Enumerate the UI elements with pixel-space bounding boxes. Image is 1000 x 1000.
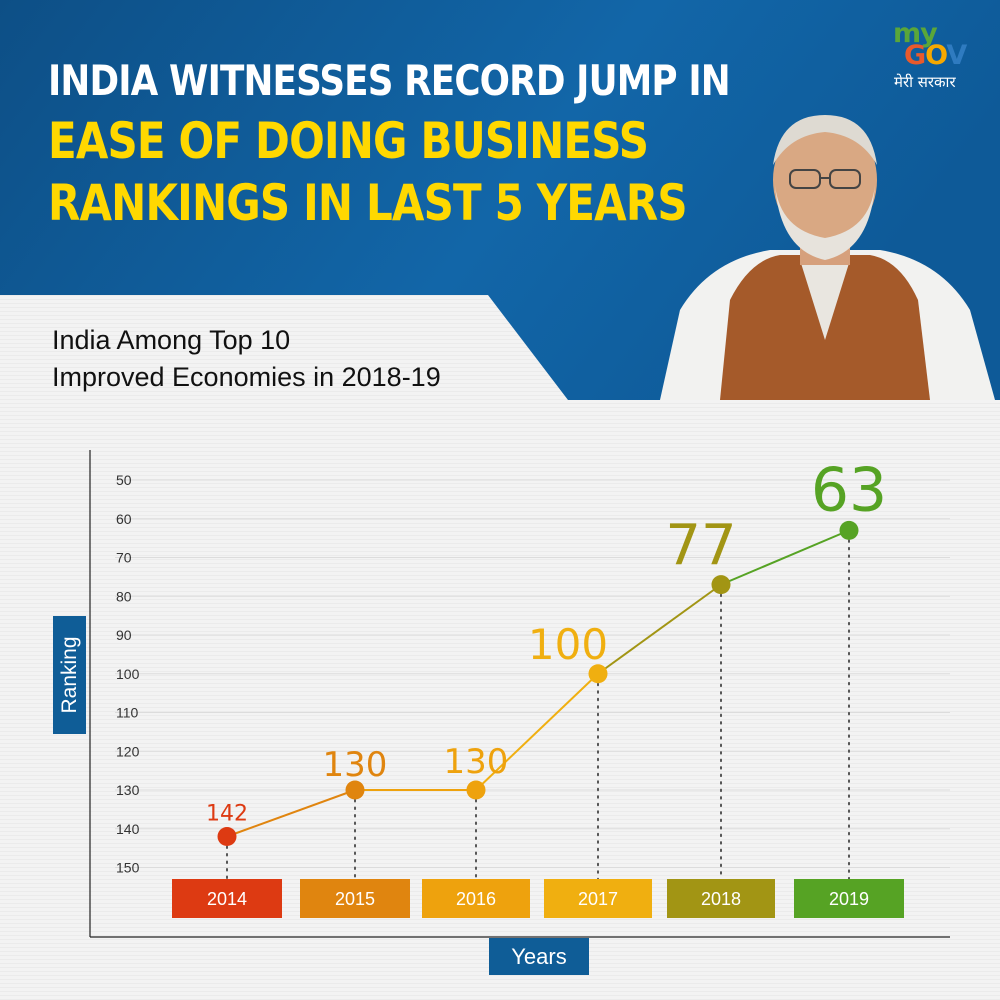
series-line-segment <box>226 789 356 838</box>
portrait-image <box>660 115 995 400</box>
x-tick-label: 2016 <box>456 889 496 909</box>
x-axis-label: Years <box>489 938 589 975</box>
headline-line-1: INDIA WITNESSES RECORD JUMP IN <box>48 56 731 105</box>
y-tick-label: 50 <box>116 472 132 488</box>
year-box <box>544 879 652 918</box>
y-tick-label: 80 <box>116 588 132 604</box>
mygov-logo: my GOV मेरी सरकार <box>893 18 967 91</box>
subtitle: India Among Top 10 Improved Economies in… <box>52 322 441 396</box>
x-tick-label: 2015 <box>335 889 375 909</box>
y-tick-label: 120 <box>116 743 140 759</box>
data-label: 130 <box>323 745 388 785</box>
data-point <box>711 575 731 595</box>
headline-line-3: RANKINGS IN LAST 5 YEARS <box>48 174 688 232</box>
subtitle-line-1: India Among Top 10 <box>52 325 291 355</box>
data-point <box>345 780 365 800</box>
y-tick-label: 150 <box>116 860 140 876</box>
y-tick-label: 140 <box>116 821 140 837</box>
y-tick-label: 130 <box>116 782 140 798</box>
x-tick-label: 2019 <box>829 889 869 909</box>
headline: INDIA WITNESSES RECORD JUMP IN EASE OF D… <box>48 52 748 234</box>
y-axis-label-box <box>53 616 86 734</box>
x-tick-label: 2018 <box>701 889 741 909</box>
year-box <box>422 879 530 918</box>
data-label: 142 <box>206 802 248 827</box>
headline-line-2: EASE OF DOING BUSINESS <box>48 112 649 170</box>
y-tick-label: 90 <box>116 627 132 643</box>
year-box <box>794 879 904 918</box>
x-tick-label: 2017 <box>578 889 618 909</box>
data-label: 63 <box>811 455 887 525</box>
series-line-segment <box>597 583 722 675</box>
y-tick-label: 60 <box>116 511 132 527</box>
data-label: 77 <box>665 514 736 579</box>
year-box <box>172 879 282 918</box>
y-tick-label: 70 <box>116 550 132 566</box>
subtitle-line-2: Improved Economies in 2018-19 <box>52 362 441 392</box>
y-axis-label: Ranking <box>58 636 81 714</box>
data-point <box>588 664 608 684</box>
y-tick-label: 100 <box>116 666 140 682</box>
y-tick-label: 110 <box>116 705 139 721</box>
year-box <box>667 879 775 918</box>
data-label: 100 <box>528 620 608 669</box>
x-tick-label: 2014 <box>207 889 247 909</box>
series-line-segment <box>475 673 599 791</box>
data-point <box>839 520 859 540</box>
series-line-segment <box>720 529 850 586</box>
data-point <box>466 780 486 800</box>
data-point <box>217 827 237 846</box>
year-box <box>300 879 410 918</box>
data-label: 130 <box>444 742 509 782</box>
